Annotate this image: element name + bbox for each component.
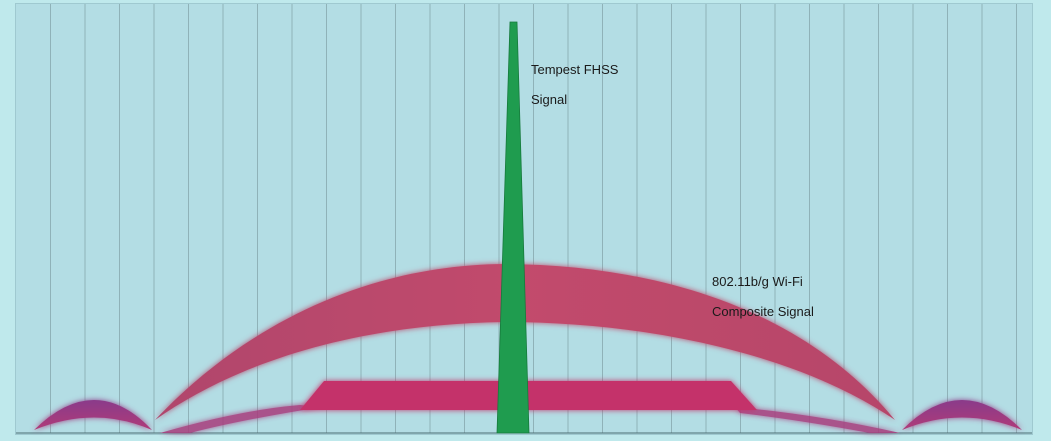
left-side-lobe [34,400,152,430]
lower-left-lobe [160,405,322,433]
lower-right-lobe [735,407,900,433]
wifi-signal-label: 802.11b/g Wi-Fi Composite Signal [712,259,814,334]
wifi-label-line1: 802.11b/g Wi-Fi [712,274,803,289]
fhss-label-line2: Signal [531,92,568,107]
fhss-label-line1: Tempest FHSS [531,62,619,77]
fhss-spike [496,21,530,434]
gridlines [50,4,1017,433]
right-side-lobe [902,400,1022,430]
wifi-data-band [300,381,757,410]
fhss-signal-label: Tempest FHSS Signal [531,47,618,122]
wifi-composite-arc [155,264,895,420]
wifi-label-line2: Composite Signal [712,304,814,319]
